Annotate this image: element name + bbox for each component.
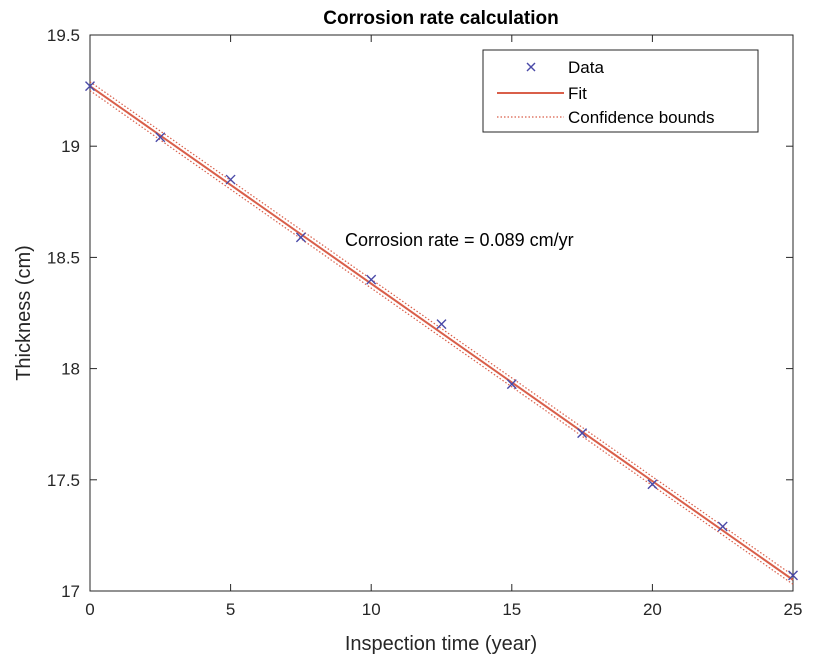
data-point xyxy=(295,232,306,243)
data-point xyxy=(506,379,517,390)
data-point xyxy=(717,521,728,532)
x-axis-label: Inspection time (year) xyxy=(345,633,537,655)
x-tick-label: 5 xyxy=(226,600,235,619)
x-tick-label: 20 xyxy=(643,600,662,619)
data-point xyxy=(366,274,377,285)
data-point xyxy=(436,319,447,330)
data-point xyxy=(225,174,236,185)
y-tick-label: 19 xyxy=(61,137,80,156)
x-tick-label: 25 xyxy=(784,600,803,619)
legend: Data Fit Confidence bounds xyxy=(482,49,759,133)
legend-data-label: Data xyxy=(568,58,604,77)
x-tick-label: 10 xyxy=(362,600,381,619)
fit-line xyxy=(89,85,794,581)
y-tick-label: 18.5 xyxy=(47,248,80,267)
y-axis-label: Thickness (cm) xyxy=(13,245,35,381)
legend-bounds-label: Confidence bounds xyxy=(568,108,715,127)
chart-title: Corrosion rate calculation xyxy=(323,8,558,29)
data-point xyxy=(155,132,166,143)
legend-box xyxy=(482,49,759,133)
x-tick-label: 15 xyxy=(502,600,521,619)
data-point xyxy=(788,570,798,581)
y-tick-label: 19.5 xyxy=(47,26,80,45)
annotation-corrosion-rate: Corrosion rate = 0.089 cm/yr xyxy=(345,230,574,250)
data-point xyxy=(647,479,658,490)
y-tick-label: 17.5 xyxy=(47,471,80,490)
data-point xyxy=(577,428,588,439)
x-tick-label: 0 xyxy=(85,600,94,619)
axis-ticks: 0 5 10 15 20 25 17 17.5 18 18.5 19 19.5 xyxy=(47,26,803,619)
legend-data-marker-icon xyxy=(526,62,536,72)
y-tick-label: 17 xyxy=(61,582,80,601)
y-tick-label: 18 xyxy=(61,360,80,379)
legend-fit-label: Fit xyxy=(568,84,587,103)
data-point xyxy=(85,81,95,92)
series-layer xyxy=(85,81,798,585)
